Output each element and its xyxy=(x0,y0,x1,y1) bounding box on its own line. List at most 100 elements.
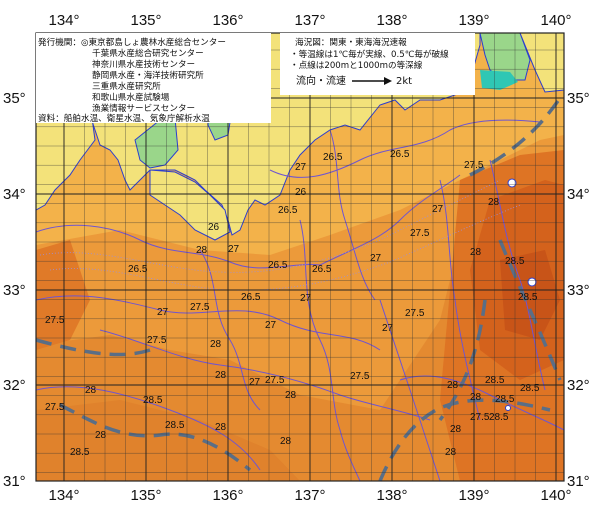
isotherm-label: 28 xyxy=(85,385,97,396)
longitude-label: 138° xyxy=(376,487,407,504)
isotherm-label: 27.5 xyxy=(464,160,484,171)
credit-line: 静岡県水産・海洋技術研究所 xyxy=(92,69,204,81)
isotherm-label: 26.5 xyxy=(323,152,343,163)
isotherm-label: 28 xyxy=(470,392,482,403)
isotherm-label: 28.5 xyxy=(505,256,525,267)
current-arrows xyxy=(35,97,562,482)
island xyxy=(505,405,511,411)
longitude-label: 134° xyxy=(48,12,79,29)
isotherm-label: 26.5 xyxy=(390,149,410,160)
isotherm-label: 28.5 xyxy=(143,395,163,406)
isotherm-label: 27 xyxy=(370,253,382,264)
isotherm-label: 28 xyxy=(210,339,222,350)
map-area: 26.527.5272626.52727.52826.5262726.526.5… xyxy=(35,32,565,482)
isotherm-label: 27.5 xyxy=(147,335,167,346)
latitude-label: 35° xyxy=(3,90,26,107)
isotherm-label: 27 xyxy=(382,323,394,334)
isotherm-label: 27 xyxy=(249,377,261,388)
latitude-label: 31° xyxy=(567,473,590,490)
longitude-label: 139° xyxy=(458,12,489,29)
isotherm-label: 28 xyxy=(285,390,297,401)
isotherm-label: 28 xyxy=(215,370,227,381)
longitude-label: 137° xyxy=(294,487,325,504)
isotherm-label: 28 xyxy=(488,197,500,208)
isotherm-label: 28.5 xyxy=(485,375,505,386)
credit-line: 三重県水産研究所 xyxy=(92,80,161,92)
longitude-label: 134° xyxy=(48,487,79,504)
isotherm-label: 26 xyxy=(295,187,307,198)
isotherm-label: 28 xyxy=(450,424,462,435)
isotherm-label: 28 xyxy=(196,245,208,256)
legend-panel xyxy=(280,33,475,95)
latitude-label: 33° xyxy=(567,282,590,299)
longitude-label: 137° xyxy=(294,12,325,29)
isotherm-label: 28.5 xyxy=(70,447,90,458)
isotherm-label: 27.5 xyxy=(45,402,65,413)
isotherm-label: 26.5 xyxy=(312,264,332,275)
isotherm-label: 27.5 xyxy=(265,375,285,386)
island xyxy=(527,277,537,287)
longitude-label: 139° xyxy=(458,487,489,504)
credit-line: 千葉県水産総合研究センター xyxy=(92,47,204,59)
isotherm-label: 28 xyxy=(447,380,459,391)
longitude-label: 135° xyxy=(130,12,161,29)
longitude-label: 136° xyxy=(212,487,243,504)
isotherm-label: 28.5 xyxy=(518,292,538,303)
isotherm-labels: 26.527.5272626.52727.52826.5262726.526.5… xyxy=(45,149,540,458)
latitude-label: 32° xyxy=(567,377,590,394)
depth-contours xyxy=(39,179,521,291)
isotherm-label: 26.5 xyxy=(278,205,298,216)
isotherm-label: 28.5 xyxy=(165,420,185,431)
isotherm-label: 27.5 xyxy=(190,302,210,313)
legend-line: ・点線は200mと1000mの等深線 xyxy=(290,59,423,71)
credit-line: 神奈川県水産技術センター xyxy=(92,58,195,70)
isotherm-label: 27.5 xyxy=(405,308,425,319)
isotherm-label: 26.5 xyxy=(241,292,261,303)
isotherm-label: 27.5 xyxy=(45,315,65,326)
credits-text: 発行機関：◎東京都島しょ農林水産総合センター 千葉県水産総合研究センター 神奈川… xyxy=(38,36,226,124)
credit-line: 和歌山県水産試験場 xyxy=(92,91,170,103)
isotherm-label: 28 xyxy=(445,447,457,458)
longitude-ticks-bottom: 134° 135° 136° 137° 138° 139° 140° xyxy=(48,487,571,504)
isotherm-label: 28.5 xyxy=(520,383,540,394)
isotherm-label: 27 xyxy=(432,204,444,215)
latitude-label: 35° xyxy=(567,90,590,107)
latitude-label: 32° xyxy=(3,377,26,394)
isotherm-label: 27 xyxy=(228,244,240,255)
legend: 海況図：関東・東海海況速報 ・等温線は1℃毎が実線、0.5℃毎が破線 ・点線は2… xyxy=(290,36,449,87)
isotherm-label: 28 xyxy=(215,422,227,433)
isotherm-label: 26.5 xyxy=(128,264,148,275)
source-line: 資料：船舶水温、衛星水温、気象庁解析水温 xyxy=(38,112,210,124)
credit-line: 漁業情報サービスセンター xyxy=(92,102,195,114)
isotherm-label: 26 xyxy=(208,222,220,233)
kii-peninsula xyxy=(149,169,231,241)
current-arrow-icon xyxy=(352,77,392,85)
isotherm-label: 27.5 xyxy=(410,228,430,239)
longitude-label: 136° xyxy=(212,12,243,29)
isotherm-label: 28 xyxy=(470,247,482,258)
teal-bay xyxy=(480,70,518,90)
isotherm-label: 27 xyxy=(300,293,312,304)
latitude-label: 34° xyxy=(3,186,26,203)
latitude-ticks-left: 35° 34° 33° 32° 31° xyxy=(3,90,26,490)
isotherm-label: 26.5 xyxy=(268,260,288,271)
isotherm-label: 28 xyxy=(280,436,292,447)
latitude-label: 31° xyxy=(3,473,26,490)
current-legend-label: 流向・流速 xyxy=(296,74,346,87)
isotherm-label: 28.5 xyxy=(495,394,515,405)
longitude-ticks-top: 134° 135° 136° 137° 138° 139° 140° xyxy=(48,12,571,29)
credit-line: 発行機関：◎東京都島しょ農林水産総合センター xyxy=(38,36,226,48)
isotherm-label: 28 xyxy=(95,430,107,441)
isotherm-label: 28.5 xyxy=(489,412,509,423)
legend-title: 海況図：関東・東海海況速報 xyxy=(295,36,407,48)
island xyxy=(507,178,517,188)
latitude-label: 33° xyxy=(3,282,26,299)
isotherm-label: 27 xyxy=(295,162,307,173)
credits-panel xyxy=(36,33,271,123)
isotherm-label: 27.5 xyxy=(470,412,490,423)
latitude-label: 34° xyxy=(567,186,590,203)
isotherm-label: 27 xyxy=(265,320,277,331)
longitude-label: 140° xyxy=(540,487,571,504)
longitude-label: 135° xyxy=(130,487,161,504)
